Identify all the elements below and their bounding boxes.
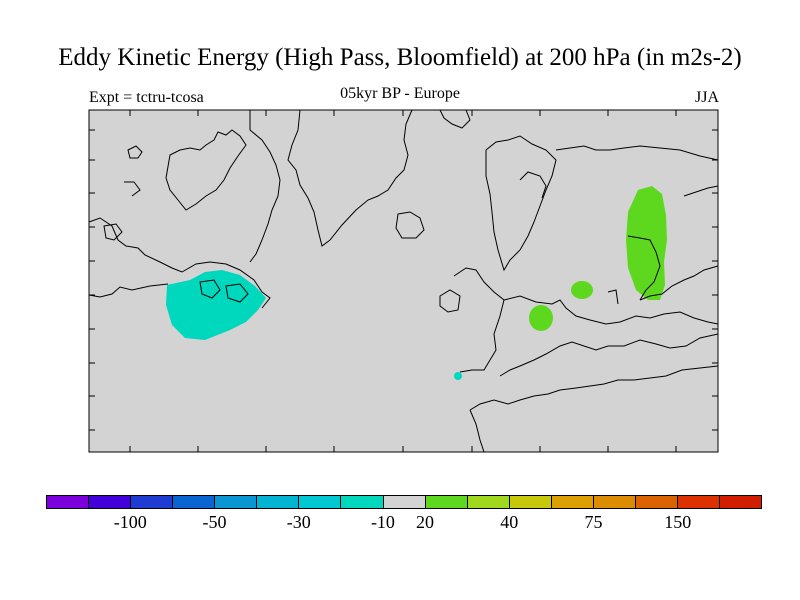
colorbar-tick-label: -30	[286, 512, 311, 532]
positive-anomaly-region	[626, 186, 667, 300]
negative-anomaly-region	[166, 270, 266, 340]
negative-anomaly-spot	[454, 372, 462, 380]
colorbar-segment	[341, 496, 384, 508]
colorbar-segment	[635, 496, 678, 508]
colorbar-segment	[173, 496, 216, 508]
experiment-label: Expt = tctru-tcosa	[89, 89, 204, 106]
map-background	[88, 109, 719, 453]
colorbar-segment	[299, 496, 342, 508]
colorbar-tick-label: 150	[664, 512, 692, 532]
colorbar-segment	[720, 496, 762, 508]
figure-title: Eddy Kinetic Energy (High Pass, Bloomfie…	[58, 44, 742, 71]
colorbar-segment	[257, 496, 300, 508]
colorbar-tick-label: 75	[584, 512, 603, 532]
colorbar-segment	[89, 496, 132, 508]
colorbar-segment	[509, 496, 552, 508]
colorbar-segment	[425, 496, 468, 508]
axis-ticks	[89, 110, 718, 452]
colorbar-segment	[677, 496, 720, 508]
positive-anomaly-spot-1	[571, 281, 593, 299]
colorbar-tick-label: -50	[202, 512, 227, 532]
colorbar-segment	[593, 496, 636, 508]
colorbar-tick-label: -100	[113, 512, 147, 532]
colorbar-tick-label: -10	[370, 512, 395, 532]
colorbar-segment	[383, 496, 426, 508]
colorbar	[46, 495, 762, 509]
period-region-label: 05kyr BP - Europe	[340, 85, 460, 102]
coastlines	[88, 109, 719, 453]
colorbar-segment	[551, 496, 594, 508]
colorbar-tick-label: 40	[500, 512, 519, 532]
colorbar-segment	[215, 496, 258, 508]
colorbar-tick-label: 20	[416, 512, 435, 532]
colorbar-segment	[47, 496, 90, 508]
colorbar-segment	[467, 496, 510, 508]
positive-anomaly-spot-2	[529, 305, 553, 331]
colorbar-segment	[131, 496, 174, 508]
season-label: JJA	[694, 89, 719, 106]
